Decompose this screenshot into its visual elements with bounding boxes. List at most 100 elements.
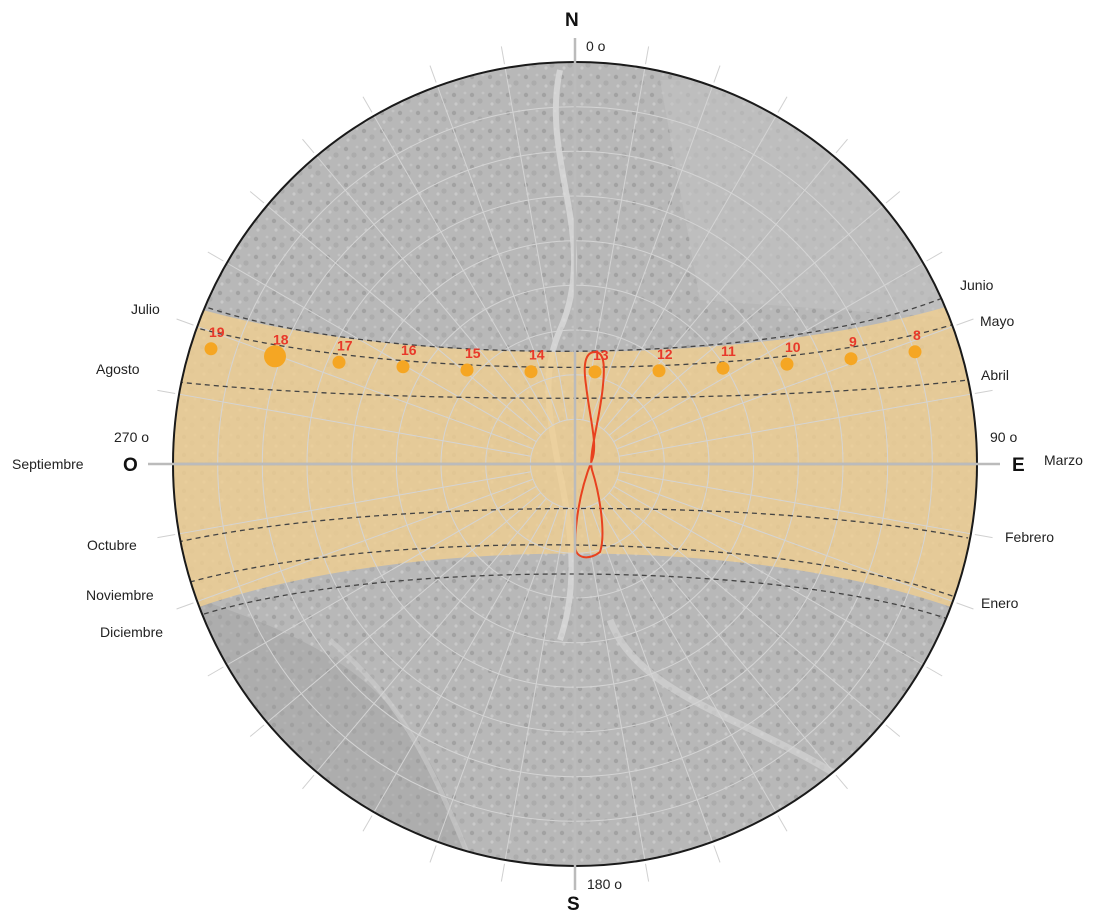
azimuth-tick xyxy=(176,602,194,610)
azimuth-spoke xyxy=(504,507,568,860)
degree-label-north: 0 o xyxy=(586,38,606,54)
month-label-left: Noviembre xyxy=(86,587,154,603)
azimuth-spoke xyxy=(437,86,561,423)
azimuth-spoke xyxy=(266,492,542,723)
month-label-right: Junio xyxy=(960,277,994,293)
azimuth-tick xyxy=(926,251,943,262)
month-label-left: Octubre xyxy=(87,537,137,553)
azimuth-spoke xyxy=(179,393,532,457)
azimuth-spoke xyxy=(437,505,561,842)
azimuth-spoke xyxy=(616,478,953,602)
azimuth-tick xyxy=(956,318,974,326)
azimuth-tick xyxy=(429,65,437,83)
azimuth-spoke xyxy=(618,471,971,535)
month-label-left: Diciembre xyxy=(100,624,163,640)
azimuth-tick xyxy=(777,96,788,113)
month-label-left: Septiembre xyxy=(12,456,84,472)
sun-hour-points: 19 18 17 16 15 14 13 12 11 10 9 8 xyxy=(204,324,922,379)
azimuth-spoke xyxy=(179,471,532,535)
month-label-right: Abril xyxy=(981,367,1009,383)
azimuth-tick xyxy=(362,815,373,832)
azimuth-tick xyxy=(302,774,315,790)
degree-label-east: 90 o xyxy=(990,429,1017,445)
azimuth-spoke xyxy=(316,155,547,431)
azimuth-spoke xyxy=(613,262,924,443)
azimuth-tick xyxy=(713,65,721,83)
sun-position-point xyxy=(652,364,666,378)
azimuth-spoke xyxy=(603,497,834,773)
hour-label: 15 xyxy=(465,345,481,361)
azimuth-tick xyxy=(157,534,176,539)
east-label: E xyxy=(1012,455,1025,476)
month-label-right: Enero xyxy=(981,595,1019,611)
sun-position-point xyxy=(716,361,730,375)
azimuth-tick xyxy=(885,191,901,204)
azimuth-spoke xyxy=(197,326,534,450)
azimuth-tick xyxy=(713,845,721,863)
azimuth-tick xyxy=(207,666,224,677)
hour-label: 11 xyxy=(721,343,736,359)
azimuth-tick xyxy=(249,724,265,737)
azimuth-spoke xyxy=(589,505,713,842)
degree-label-west: 270 o xyxy=(114,429,149,445)
month-label-right: Febrero xyxy=(1005,529,1054,545)
azimuth-spoke xyxy=(266,205,542,436)
azimuth-tick xyxy=(885,724,901,737)
azimuth-tick xyxy=(176,318,194,326)
sun-position-point xyxy=(588,365,602,379)
azimuth-spoke xyxy=(504,68,568,421)
sun-position-point xyxy=(396,360,410,374)
hour-label: 16 xyxy=(401,342,417,358)
azimuth-tick xyxy=(645,46,650,65)
azimuth-tick xyxy=(974,534,993,539)
hour-label: 18 xyxy=(273,331,289,347)
azimuth-tick xyxy=(302,138,315,154)
hour-label: 13 xyxy=(593,347,609,363)
azimuth-spoke xyxy=(616,326,953,450)
hour-label: 12 xyxy=(657,346,673,362)
azimuth-spoke xyxy=(613,485,924,666)
azimuth-tick xyxy=(249,191,265,204)
month-label-right: Marzo xyxy=(1044,452,1083,468)
sun-position-point xyxy=(460,363,474,377)
west-label: O xyxy=(123,455,138,476)
azimuth-spoke xyxy=(373,115,554,426)
sun-position-point xyxy=(264,345,286,368)
sun-position-point xyxy=(908,345,922,359)
hour-label: 14 xyxy=(529,347,545,363)
azimuth-tick xyxy=(157,389,176,394)
azimuth-spoke xyxy=(596,115,777,426)
hour-label: 19 xyxy=(209,324,225,340)
north-label: N xyxy=(565,10,579,31)
degree-label-south: 180 o xyxy=(587,876,622,892)
azimuth-tick xyxy=(207,251,224,262)
azimuth-tick xyxy=(835,774,848,790)
azimuth-spoke xyxy=(373,502,554,813)
hour-label: 10 xyxy=(785,339,801,355)
azimuth-tick xyxy=(956,602,974,610)
azimuth-spoke xyxy=(582,507,646,860)
azimuth-tick xyxy=(777,815,788,832)
azimuth-spoke xyxy=(316,497,547,773)
hour-label: 8 xyxy=(913,327,921,343)
sun-position-point xyxy=(204,342,218,356)
hour-label: 17 xyxy=(337,337,353,353)
azimuth-spoke xyxy=(582,68,646,421)
sun-position-point xyxy=(780,357,794,371)
cardinal-axes xyxy=(148,38,1000,890)
azimuth-tick xyxy=(362,96,373,113)
azimuth-spoke xyxy=(226,262,537,443)
month-label-right: Mayo xyxy=(980,313,1014,329)
sun-position-point xyxy=(844,352,858,366)
azimuth-spoke xyxy=(589,86,713,423)
month-label-left: Agosto xyxy=(96,361,140,377)
azimuth-spoke xyxy=(603,155,834,431)
azimuth-spoke xyxy=(618,393,971,457)
azimuth-spoke xyxy=(197,478,534,602)
azimuth-spoke xyxy=(596,502,777,813)
azimuth-spoke xyxy=(226,485,537,666)
south-label: S xyxy=(567,894,580,913)
azimuth-tick xyxy=(835,138,848,154)
hour-label: 9 xyxy=(849,334,857,350)
